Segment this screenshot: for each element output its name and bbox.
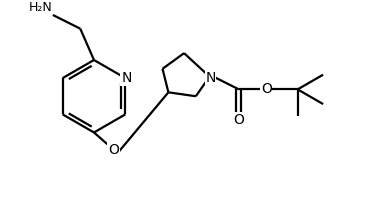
Text: O: O: [261, 82, 272, 96]
Text: O: O: [233, 113, 244, 127]
Text: N: N: [205, 71, 216, 85]
Text: N: N: [121, 71, 132, 85]
Text: H₂N: H₂N: [29, 1, 53, 14]
Text: O: O: [108, 143, 119, 157]
